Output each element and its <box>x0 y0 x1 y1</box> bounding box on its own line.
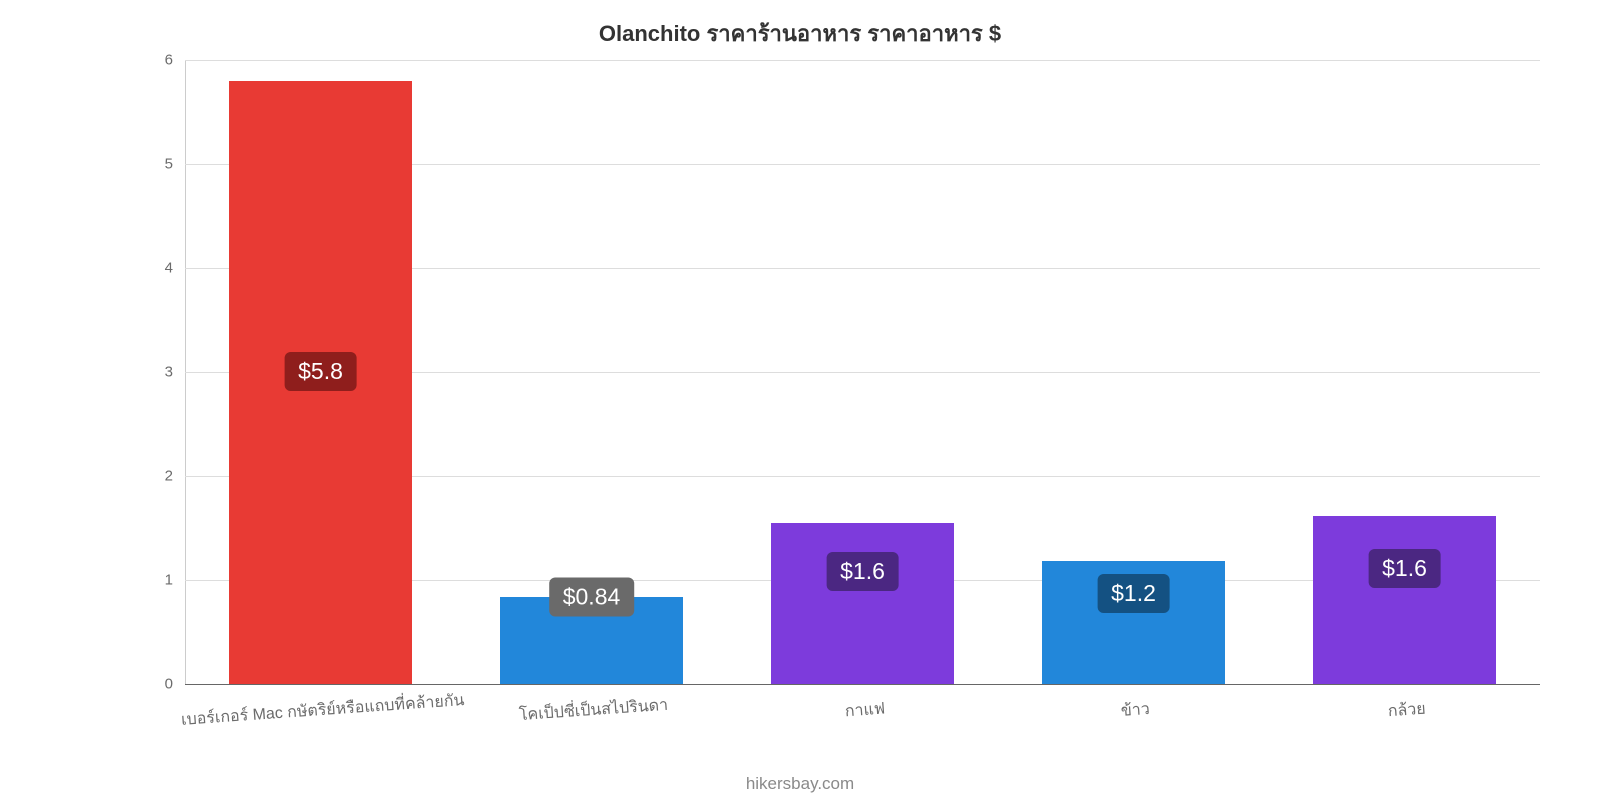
bar <box>1313 516 1496 684</box>
y-tick-label: 0 <box>155 676 185 693</box>
x-tick-label: กล้วย <box>1386 683 1426 725</box>
chart-title: Olanchito ราคาร้านอาหาร ราคาอาหาร $ <box>0 16 1600 51</box>
x-tick-label: เบอร์เกอร์ Mac กษัตริย์หรือแถบที่คล้ายกั… <box>179 674 465 733</box>
gridline <box>185 60 1540 61</box>
bar-value-label: $5.8 <box>284 352 357 391</box>
y-tick-label: 6 <box>155 52 185 69</box>
y-tick-label: 5 <box>155 156 185 173</box>
bar-value-label: $1.2 <box>1097 574 1170 613</box>
y-tick-label: 1 <box>155 572 185 589</box>
x-tick-label: กาแฟ <box>843 683 886 725</box>
bar-value-label: $1.6 <box>826 552 899 591</box>
y-tick-label: 2 <box>155 468 185 485</box>
chart-container: Olanchito ราคาร้านอาหาร ราคาอาหาร $ 0123… <box>0 0 1600 800</box>
y-tick-label: 3 <box>155 364 185 381</box>
plot-area: 0123456$5.8เบอร์เกอร์ Mac กษัตริย์หรือแถ… <box>185 60 1540 685</box>
x-tick-label: ข้าว <box>1119 683 1151 724</box>
bar-value-label: $1.6 <box>1368 549 1441 588</box>
bar-value-label: $0.84 <box>549 577 635 616</box>
chart-footer: hikersbay.com <box>0 774 1600 794</box>
y-tick-label: 4 <box>155 260 185 277</box>
x-tick-label: โคเป็ปซี่เป็นสไปรินดา <box>517 679 669 728</box>
bar <box>771 523 954 684</box>
